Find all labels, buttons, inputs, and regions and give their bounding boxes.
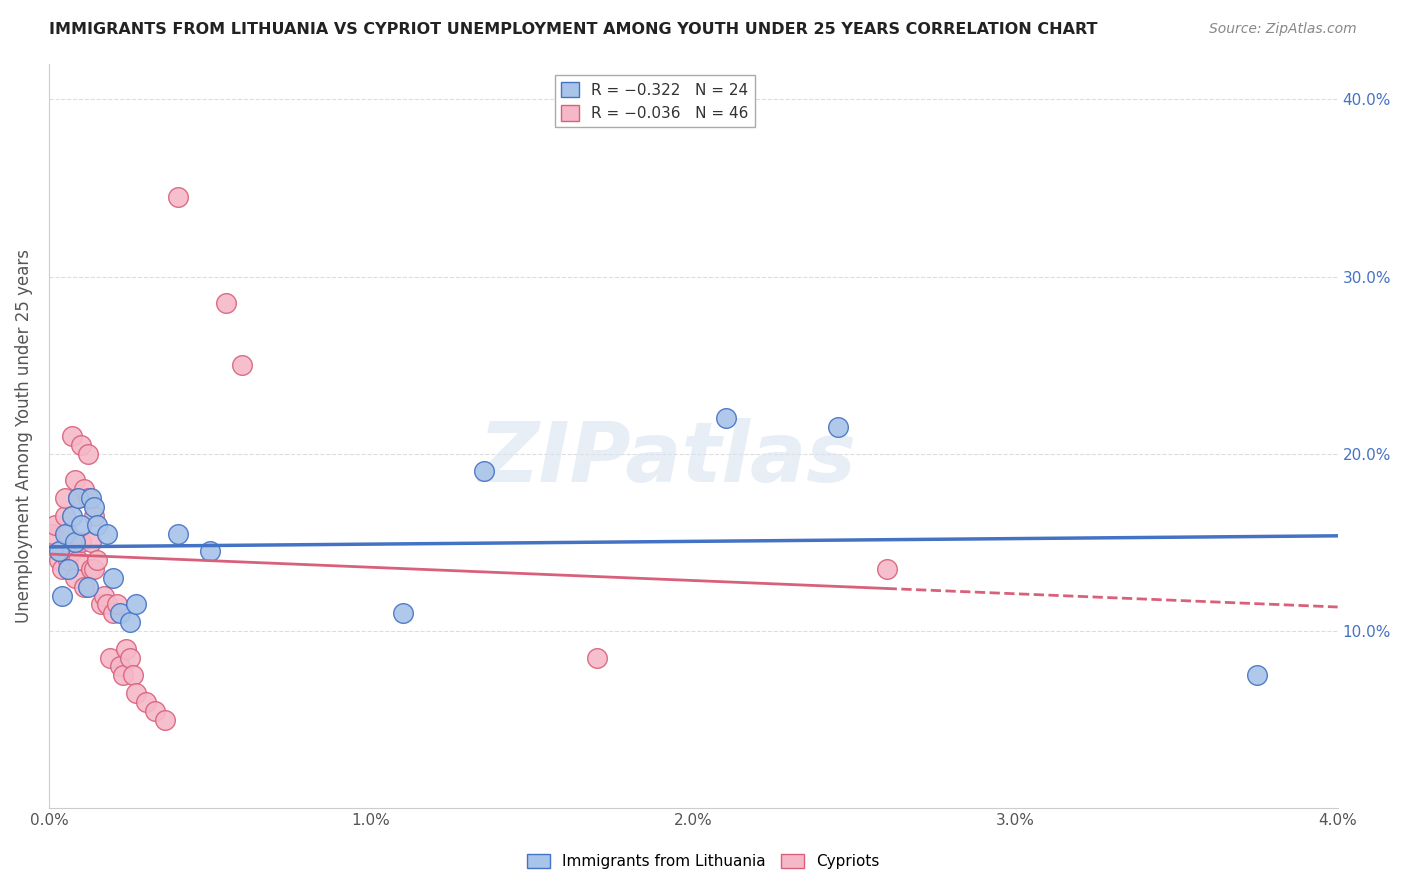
Point	[714, 411, 737, 425]
Point	[93, 589, 115, 603]
Point	[198, 544, 221, 558]
Point	[70, 535, 93, 549]
Point	[53, 491, 76, 505]
Point	[53, 526, 76, 541]
Point	[89, 598, 111, 612]
Legend: Immigrants from Lithuania, Cypriots: Immigrants from Lithuania, Cypriots	[520, 848, 886, 875]
Point	[215, 296, 238, 310]
Point	[80, 562, 103, 576]
Point	[73, 580, 96, 594]
Point	[70, 517, 93, 532]
Point	[827, 420, 849, 434]
Point	[60, 508, 83, 523]
Point	[118, 615, 141, 629]
Point	[1246, 668, 1268, 682]
Point	[96, 598, 118, 612]
Point	[80, 491, 103, 505]
Point	[96, 526, 118, 541]
Point	[83, 500, 105, 514]
Point	[472, 465, 495, 479]
Point	[58, 553, 80, 567]
Point	[63, 535, 86, 549]
Point	[51, 544, 73, 558]
Point	[80, 535, 103, 549]
Point	[76, 491, 98, 505]
Point	[231, 358, 253, 372]
Point	[166, 190, 188, 204]
Point	[83, 508, 105, 523]
Point	[135, 695, 157, 709]
Point	[112, 668, 135, 682]
Point	[58, 562, 80, 576]
Point	[63, 474, 86, 488]
Point	[392, 606, 415, 620]
Point	[153, 713, 176, 727]
Y-axis label: Unemployment Among Youth under 25 years: Unemployment Among Youth under 25 years	[15, 249, 32, 624]
Point	[70, 438, 93, 452]
Text: Source: ZipAtlas.com: Source: ZipAtlas.com	[1209, 22, 1357, 37]
Point	[86, 553, 108, 567]
Point	[53, 508, 76, 523]
Point	[876, 562, 898, 576]
Point	[166, 526, 188, 541]
Point	[66, 491, 89, 505]
Point	[105, 598, 128, 612]
Point	[60, 429, 83, 443]
Point	[108, 606, 131, 620]
Point	[48, 553, 70, 567]
Point	[60, 544, 83, 558]
Point	[58, 526, 80, 541]
Point	[51, 562, 73, 576]
Point	[44, 517, 66, 532]
Point	[125, 598, 148, 612]
Point	[51, 589, 73, 603]
Point	[143, 704, 166, 718]
Point	[66, 553, 89, 567]
Point	[118, 650, 141, 665]
Point	[63, 571, 86, 585]
Point	[76, 447, 98, 461]
Point	[108, 659, 131, 673]
Point	[103, 606, 125, 620]
Point	[86, 517, 108, 532]
Legend: R = −0.322   N = 24, R = −0.036   N = 46: R = −0.322 N = 24, R = −0.036 N = 46	[554, 76, 755, 128]
Point	[73, 482, 96, 496]
Point	[83, 562, 105, 576]
Point	[585, 650, 607, 665]
Point	[121, 668, 143, 682]
Point	[103, 571, 125, 585]
Point	[125, 686, 148, 700]
Point	[41, 526, 63, 541]
Point	[48, 544, 70, 558]
Point	[66, 491, 89, 505]
Text: ZIPatlas: ZIPatlas	[478, 417, 856, 499]
Point	[76, 580, 98, 594]
Point	[115, 641, 138, 656]
Text: IMMIGRANTS FROM LITHUANIA VS CYPRIOT UNEMPLOYMENT AMONG YOUTH UNDER 25 YEARS COR: IMMIGRANTS FROM LITHUANIA VS CYPRIOT UNE…	[49, 22, 1098, 37]
Point	[98, 650, 121, 665]
